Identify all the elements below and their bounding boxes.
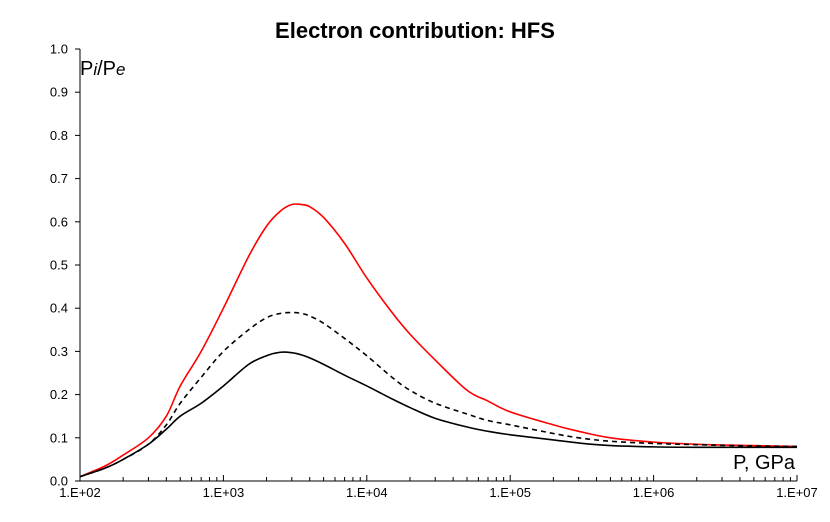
y-axis-label-part: P	[80, 58, 93, 80]
x-tick-label: 1.E+06	[633, 485, 675, 500]
y-tick-label: 0.2	[50, 387, 68, 402]
y-tick-label: 0.6	[50, 214, 68, 229]
y-tick-label: 0.8	[50, 128, 68, 143]
y-axis-label-part: i	[93, 60, 98, 79]
series-line-2	[79, 311, 798, 478]
y-tick-label: 0.3	[50, 344, 68, 359]
series-layer	[79, 203, 798, 478]
y-tick-label: 0.7	[50, 171, 68, 186]
x-tick-label: 1.E+02	[59, 485, 101, 500]
x-tick-labels: 1.E+02 1.E+03 1.E+04 1.E+05 1.E+06 1.E+07	[59, 485, 818, 500]
x-axis-label: P, GPa	[733, 452, 796, 474]
chart-title: Electron contribution: HFS	[275, 18, 555, 43]
x-tick-label: 1.E+07	[776, 485, 818, 500]
x-tick-label: 1.E+05	[489, 485, 531, 500]
x-tick-label: 1.E+04	[346, 485, 388, 500]
y-tick-label: 0.1	[50, 430, 68, 445]
y-axis-label-part: /P	[97, 58, 116, 80]
series-line-3	[79, 351, 797, 478]
y-tick-label: 0.0	[50, 474, 68, 489]
y-tick-label: 0.9	[50, 85, 68, 100]
x-tick-label: 1.E+03	[203, 485, 245, 500]
series-line-1	[79, 203, 798, 478]
y-tick-label: 0.4	[50, 301, 68, 316]
y-tick-label: 0.5	[50, 258, 68, 273]
y-tick-label: 1.0	[50, 42, 68, 57]
axes	[75, 48, 798, 482]
y-tick-labels: 0.0 0.1 0.2 0.3 0.4 0.5 0.6 0.7 0.8 0.9 1.0	[50, 42, 68, 489]
y-axis-label-part: e	[116, 60, 125, 79]
y-axis-label: Pi/Pe	[80, 58, 126, 80]
